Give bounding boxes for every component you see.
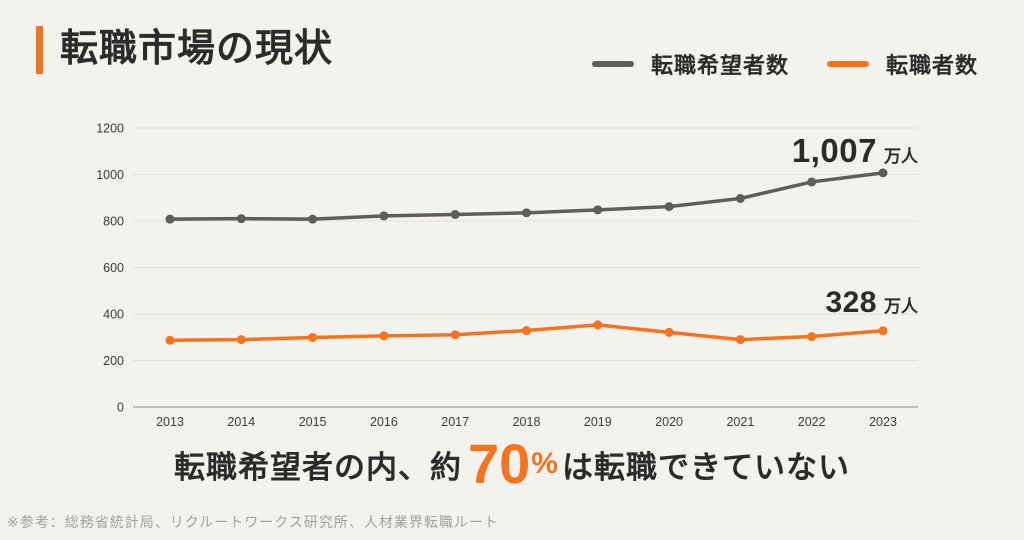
legend-line-swatch-orange bbox=[826, 61, 869, 67]
svg-text:2019: 2019 bbox=[584, 415, 612, 429]
svg-text:2013: 2013 bbox=[156, 415, 184, 429]
svg-text:2020: 2020 bbox=[655, 415, 683, 429]
chart-legend: 転職希望者数 転職者数 bbox=[591, 48, 978, 80]
svg-text:200: 200 bbox=[103, 354, 124, 368]
data-label-unit: 万人 bbox=[884, 297, 918, 316]
callout-percent-sign: % bbox=[531, 447, 558, 480]
svg-text:2015: 2015 bbox=[299, 415, 327, 429]
data-label-changers-2023: 328 万人 bbox=[825, 288, 918, 318]
header: 転職市場の現状 転職希望者数 転職者数 bbox=[36, 26, 978, 80]
svg-text:600: 600 bbox=[103, 261, 124, 275]
chart-canvas: 0 200 400 600 800 1000 1200 2013 2014 2015 2016 201… bbox=[96, 122, 918, 429]
callout-suffix: は転職できていない bbox=[561, 449, 850, 485]
svg-text:1000: 1000 bbox=[96, 168, 124, 182]
source-note: ※参考：総務省統計局、リクルートワークス研究所、人材業界転職ルート bbox=[7, 514, 499, 530]
legend-label: 転職希望者数 bbox=[650, 53, 789, 78]
data-label-hopefuls-2023: 1,007 万人 bbox=[792, 134, 918, 167]
page-title: 転職市場の現状 bbox=[60, 28, 334, 71]
data-label-value: 328 bbox=[825, 286, 877, 319]
data-label-value: 1,007 bbox=[791, 132, 877, 169]
data-label-unit: 万人 bbox=[884, 147, 918, 166]
callout-statement: 転職希望者の内、約 70 % は転職できていない bbox=[0, 428, 1024, 500]
title-accent-bar bbox=[36, 26, 43, 74]
svg-text:400: 400 bbox=[103, 308, 124, 322]
svg-text:0: 0 bbox=[117, 401, 124, 415]
svg-text:800: 800 bbox=[103, 215, 124, 229]
svg-text:2018: 2018 bbox=[513, 415, 541, 429]
line-chart: 0 200 400 600 800 1000 1200 2013 2014 2015 2016 201… bbox=[80, 112, 940, 442]
legend-item-job-changers: 転職者数 bbox=[826, 48, 978, 80]
svg-text:2023: 2023 bbox=[869, 415, 897, 429]
callout-prefix: 転職希望者の内、約 bbox=[174, 449, 462, 485]
title-block: 転職市場の現状 bbox=[36, 26, 333, 74]
svg-text:1200: 1200 bbox=[96, 122, 124, 136]
svg-text:2017: 2017 bbox=[441, 415, 469, 429]
legend-line-swatch-gray bbox=[591, 61, 634, 67]
callout-percentage-value: 70 bbox=[468, 432, 531, 495]
legend-label: 転職者数 bbox=[885, 53, 978, 78]
svg-text:2016: 2016 bbox=[370, 415, 398, 429]
svg-text:2014: 2014 bbox=[227, 415, 255, 429]
legend-item-job-change-hopefuls: 転職希望者数 bbox=[591, 48, 789, 80]
svg-text:2022: 2022 bbox=[798, 415, 826, 429]
svg-text:2021: 2021 bbox=[726, 415, 754, 429]
